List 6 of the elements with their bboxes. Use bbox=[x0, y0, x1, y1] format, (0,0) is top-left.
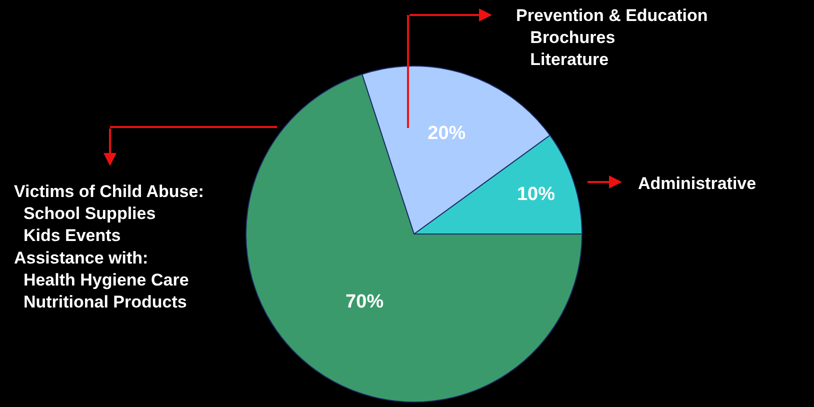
data-label: 20% bbox=[428, 122, 466, 144]
data-label: 10% bbox=[516, 184, 556, 205]
slice-label: Prevention & Education Brochures Literature bbox=[516, 6, 708, 70]
data-label: 70% bbox=[346, 291, 384, 312]
slice-label: Victims of Child Abuse: School Supplies Kids Events Assistance with: Health Hygiene Care Nutritional Products bbox=[14, 182, 204, 312]
slice-label: Administrative bbox=[638, 174, 756, 193]
